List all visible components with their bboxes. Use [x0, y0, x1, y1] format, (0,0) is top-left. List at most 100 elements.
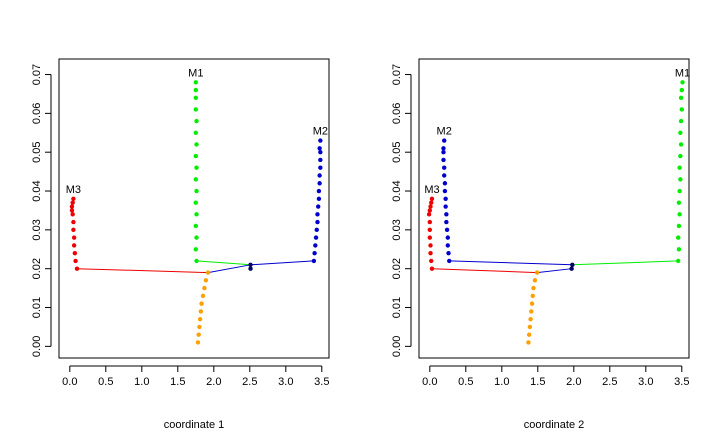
- data-point: [678, 95, 684, 101]
- data-point: [676, 223, 682, 229]
- plot-frame: [418, 58, 690, 359]
- data-points: [69, 80, 323, 345]
- data-point: [193, 80, 198, 85]
- data-point: [200, 293, 206, 299]
- data-point: [69, 204, 75, 209]
- data-point: [193, 87, 198, 93]
- x-axis: 0.0 0.5 1.0 1.5 2.0 2.5 3.0 3.5: [62, 365, 329, 388]
- data-point: [527, 324, 533, 330]
- data-point: [680, 80, 685, 85]
- y-tick-label: 0.05: [31, 141, 43, 162]
- data-point: [193, 130, 198, 135]
- branch-label: M2: [313, 126, 328, 138]
- data-point: [202, 285, 207, 291]
- data-point: [678, 130, 683, 135]
- y-tick-label: 0.02: [31, 258, 43, 279]
- data-point: [678, 153, 683, 159]
- data-point: [70, 200, 75, 205]
- data-point: [442, 188, 448, 194]
- data-point: [427, 219, 432, 225]
- data-point: [316, 204, 321, 209]
- data-point: [193, 177, 198, 182]
- x-tick-label: 2.5: [602, 376, 617, 388]
- x-axis-label: coordinate 2: [524, 419, 585, 431]
- data-point: [442, 173, 447, 178]
- x-tick-label: 1.0: [134, 376, 149, 388]
- branch-label: M1: [188, 67, 203, 79]
- data-point: [446, 250, 451, 256]
- data-point: [428, 204, 433, 209]
- data-point: [427, 235, 432, 240]
- data-point: [678, 177, 683, 182]
- data-point: [313, 243, 318, 248]
- x-tick-label: 1.0: [494, 376, 509, 388]
- data-point: [194, 212, 199, 217]
- y-tick-label: 0.05: [391, 141, 403, 162]
- data-point: [318, 157, 323, 163]
- data-point: [428, 243, 433, 248]
- y-tick-label: 0.07: [391, 64, 403, 85]
- data-point: [429, 266, 435, 271]
- data-point: [677, 212, 682, 217]
- data-point: [71, 227, 76, 233]
- plot-frame: [58, 58, 330, 359]
- data-point: [676, 247, 682, 252]
- data-point: [445, 235, 450, 240]
- data-point: [426, 212, 432, 217]
- data-point: [529, 309, 534, 314]
- y-tick-label: 0.02: [391, 258, 403, 279]
- data-point: [443, 204, 448, 209]
- y-tick-label: 0.00: [31, 336, 43, 357]
- y-tick-label: 0.04: [31, 180, 43, 201]
- branch-label: M3: [424, 184, 439, 196]
- data-point: [71, 235, 77, 240]
- data-point: [194, 188, 199, 194]
- data-point: [569, 266, 574, 271]
- connector-line: [196, 260, 251, 266]
- data-point: [194, 165, 199, 170]
- data-point: [193, 153, 198, 159]
- data-point: [317, 146, 322, 151]
- data-point: [676, 235, 681, 240]
- y-tick-label: 0.03: [391, 219, 403, 240]
- data-point: [193, 95, 198, 101]
- data-point: [311, 258, 317, 264]
- data-point: [316, 196, 322, 201]
- data-point: [199, 301, 204, 306]
- y-tick-label: 0.06: [31, 103, 43, 124]
- data-point: [445, 243, 450, 248]
- data-point: [317, 173, 322, 178]
- x-tick-label: 0.0: [422, 376, 437, 388]
- data-point: [193, 247, 198, 252]
- data-point: [429, 196, 435, 201]
- data-point: [194, 142, 199, 147]
- x-tick-label: 3.5: [314, 376, 329, 388]
- data-point: [317, 181, 322, 186]
- data-point: [248, 266, 253, 271]
- right-scatter-panel: 0.0 0.5 1.0 1.5 2.0 2.5 3.0 3.5 0.000.010.020.0…: [391, 58, 690, 431]
- data-point: [318, 138, 323, 143]
- data-point: [531, 285, 536, 291]
- data-point: [528, 316, 533, 322]
- connector-line: [250, 260, 314, 266]
- data-point: [676, 200, 682, 205]
- data-point: [197, 316, 203, 322]
- data-point: [248, 262, 253, 268]
- data-point: [193, 107, 198, 112]
- connector-line: [449, 260, 573, 266]
- data-point: [71, 243, 77, 248]
- data-point: [679, 87, 684, 93]
- data-point: [71, 196, 76, 201]
- data-point: [196, 332, 201, 337]
- data-point: [529, 301, 535, 306]
- data-point: [205, 270, 211, 275]
- data-point: [443, 196, 448, 201]
- left-scatter-panel: 0.0 0.5 1.0 1.5 2.0 2.5 3.0 3.5 0.000.010.020.0…: [31, 58, 330, 431]
- data-point: [677, 165, 682, 170]
- connector-line: [76, 268, 209, 274]
- data-point: [197, 324, 202, 330]
- x-tick-label: 1.5: [170, 376, 185, 388]
- data-point: [677, 188, 682, 194]
- y-tick-label: 0.03: [31, 219, 43, 240]
- data-point: [429, 258, 434, 264]
